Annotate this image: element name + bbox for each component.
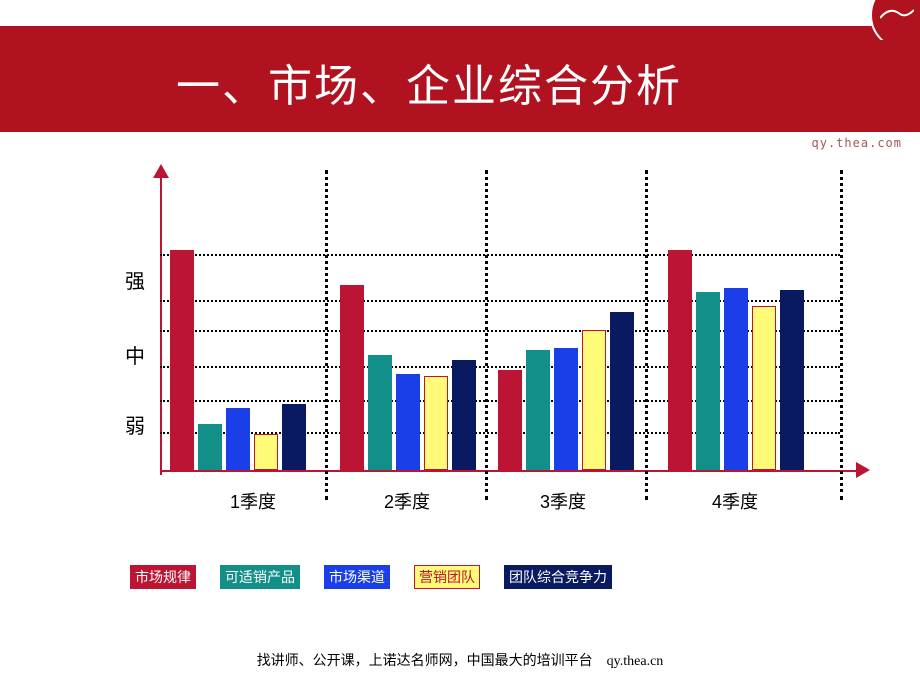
y-axis-label: 强 [100, 265, 145, 294]
y-axis-arrow-icon [153, 164, 169, 178]
legend-item: 营销团队 [414, 565, 480, 589]
bar [452, 360, 476, 470]
legend-item: 市场规律 [130, 565, 196, 589]
v-gridline [485, 170, 488, 500]
slide-title: 一、市场、企业综合分析 [176, 50, 682, 114]
legend-item: 可适销产品 [220, 565, 300, 589]
bar [282, 404, 306, 470]
quarterly-bar-chart: 强中弱 1季度 2季度 3季度 4季度 [100, 170, 860, 530]
watermark-text: qy.thea.com [812, 136, 902, 150]
bar [780, 290, 804, 470]
v-gridline [325, 170, 328, 500]
legend-item: 团队综合竞争力 [504, 565, 612, 589]
bar [724, 288, 748, 470]
v-gridline [840, 170, 843, 500]
bar [340, 285, 364, 470]
bar [610, 312, 634, 470]
v-gridline [645, 170, 648, 500]
legend-item: 市场渠道 [324, 565, 390, 589]
x-axis [160, 470, 860, 472]
y-axis-label: 中 [100, 340, 145, 369]
x-axis-label: 4季度 [712, 488, 758, 514]
bar [198, 424, 222, 470]
bar [582, 330, 606, 470]
bar [254, 434, 278, 470]
logo-swoosh-icon [880, 8, 914, 20]
bar [752, 306, 776, 470]
bar [368, 355, 392, 470]
logo-corner [860, 0, 920, 40]
bar [170, 250, 194, 470]
footer-text: 找讲师、公开课，上诺达名师网，中国最大的培训平台 qy.thea.cn [0, 650, 920, 670]
bar [498, 370, 522, 470]
chart-legend: 市场规律可适销产品市场渠道营销团队团队综合竞争力 [130, 565, 860, 595]
x-axis-label: 3季度 [540, 488, 586, 514]
bar [424, 376, 448, 470]
h-gridline [160, 254, 840, 256]
bar [526, 350, 550, 470]
x-axis-arrow-icon [856, 462, 870, 478]
y-axis-label: 弱 [100, 410, 145, 439]
bar [396, 374, 420, 470]
bar [554, 348, 578, 470]
x-axis-label: 1季度 [230, 488, 276, 514]
bar [696, 292, 720, 470]
x-axis-label: 2季度 [384, 488, 430, 514]
bar [226, 408, 250, 470]
bar [668, 250, 692, 470]
logo-circle [870, 0, 920, 40]
y-axis [160, 170, 162, 475]
